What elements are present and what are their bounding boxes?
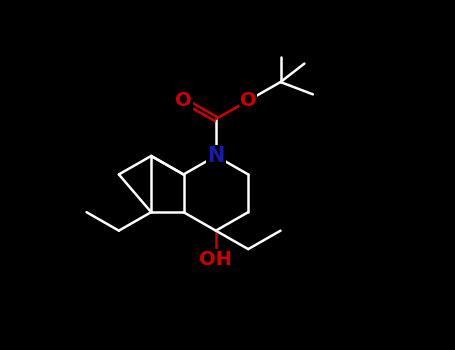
Text: O: O: [175, 91, 192, 110]
Text: O: O: [240, 91, 257, 110]
Text: N: N: [207, 146, 225, 166]
Text: OH: OH: [199, 250, 233, 269]
